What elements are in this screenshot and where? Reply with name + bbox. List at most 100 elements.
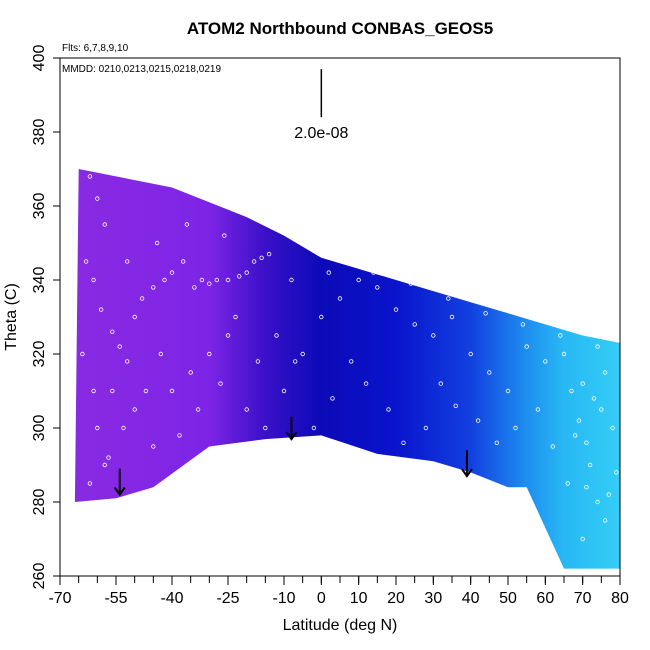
sample-point — [251, 259, 257, 264]
sample-point — [158, 351, 163, 357]
sample-point — [584, 440, 589, 445]
x-tick-label: 0 — [317, 590, 326, 607]
sample-point — [80, 351, 85, 357]
sample-point — [87, 481, 93, 486]
sample-point — [599, 407, 604, 412]
x-tick-label: 20 — [387, 590, 405, 607]
sample-point — [494, 440, 499, 445]
arrow-head — [461, 468, 473, 478]
sample-point — [244, 270, 249, 275]
sample-point — [293, 359, 298, 364]
sample-point — [207, 281, 212, 286]
flights-label: Flts: 6,7,8,9,10 — [62, 43, 129, 54]
sample-point — [266, 251, 272, 257]
sample-point — [561, 351, 567, 357]
sample-point — [356, 277, 361, 283]
y-tick-label: 280 — [31, 489, 48, 516]
sample-point — [121, 425, 126, 431]
sample-point — [371, 270, 376, 275]
sample-point — [453, 403, 458, 408]
y-tick-label: 340 — [31, 267, 48, 294]
y-axis-label: Theta (C) — [3, 283, 20, 351]
sample-point — [602, 518, 608, 523]
x-tick-label: 40 — [462, 590, 480, 607]
sample-point — [124, 259, 130, 264]
y-tick-label: 360 — [31, 193, 48, 220]
scale-bar: 2.0e-08 — [294, 69, 349, 142]
sample-point — [162, 277, 167, 283]
sample-point — [259, 255, 264, 260]
sample-point — [102, 222, 107, 227]
x-tick-label: -25 — [216, 590, 239, 607]
y-tick-label: 380 — [31, 119, 48, 146]
sample-point — [255, 359, 261, 364]
x-tick-label: 10 — [350, 590, 368, 607]
sample-points — [80, 174, 619, 542]
x-tick-label: 30 — [424, 590, 442, 607]
y-tick-label: 260 — [31, 563, 48, 590]
sample-point — [83, 259, 89, 264]
x-tick-label: -10 — [272, 590, 295, 607]
scale-bar-label: 2.0e-08 — [294, 125, 348, 142]
sample-point — [595, 499, 600, 505]
x-tick-label: -40 — [160, 590, 183, 607]
y-tick-label: 320 — [31, 341, 48, 368]
sample-point — [573, 433, 578, 438]
sample-point — [326, 270, 331, 275]
sample-point — [337, 296, 343, 301]
sample-point — [195, 407, 201, 412]
sample-point — [483, 311, 488, 316]
sample-point — [225, 277, 231, 283]
sample-point — [576, 418, 582, 423]
sample-point — [199, 277, 205, 283]
sample-point — [169, 388, 175, 394]
sample-point — [513, 425, 518, 431]
sample-point — [330, 396, 335, 401]
sample-point — [218, 381, 223, 386]
chart-title: ATOM2 Northbound CONBAS_GEOS5 — [187, 19, 493, 38]
y-tick-label: 400 — [31, 45, 48, 72]
plot-area — [74, 169, 620, 569]
x-axis: -70 -55 -40 -25 -10 0 10 20 30 40 50 60 70 80 — [48, 576, 629, 607]
sample-point — [475, 418, 481, 423]
y-tick-label: 300 — [31, 415, 48, 442]
arrows — [113, 416, 473, 497]
y-axis: 260 280 300 320 340 360 380 400 — [31, 45, 60, 590]
sample-point — [274, 333, 279, 338]
x-tick-label: -70 — [48, 590, 71, 607]
sample-point — [207, 351, 212, 357]
sample-point — [311, 425, 317, 431]
sample-point — [505, 388, 511, 394]
sample-point — [143, 388, 149, 394]
concentration-field — [74, 169, 620, 569]
sample-point — [95, 196, 100, 201]
sample-point — [180, 259, 186, 264]
sample-point — [375, 285, 380, 290]
sample-point — [584, 485, 589, 490]
sample-point — [431, 333, 436, 338]
sample-point — [412, 322, 417, 327]
x-axis-label: Latitude (deg N) — [283, 617, 398, 634]
sample-point — [438, 381, 443, 386]
sample-point — [151, 285, 156, 290]
sample-point — [319, 314, 324, 320]
sample-point — [184, 222, 190, 227]
sample-point — [423, 425, 429, 431]
sample-point — [177, 433, 182, 438]
sample-point — [300, 351, 305, 357]
sample-point — [132, 314, 137, 320]
arrow-head — [113, 487, 126, 497]
sample-point — [188, 370, 193, 375]
sample-point — [401, 440, 406, 445]
sample-point — [386, 407, 391, 412]
sample-point — [363, 381, 369, 386]
sample-point — [95, 425, 100, 431]
sample-point — [535, 407, 541, 412]
sample-point — [281, 388, 287, 394]
sample-point — [110, 329, 115, 334]
sample-point — [349, 359, 354, 364]
sample-point — [606, 492, 611, 497]
sample-point — [610, 425, 615, 431]
sample-point — [550, 444, 555, 449]
